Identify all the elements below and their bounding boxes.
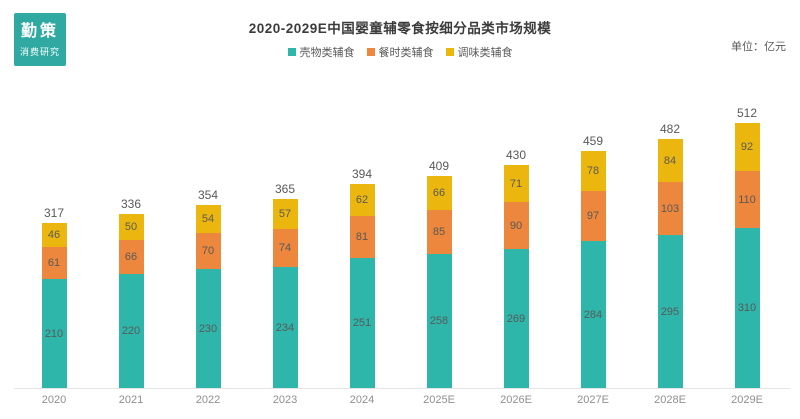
- segment-2028E-series2: 84: [657, 139, 683, 182]
- segment-2024-series2: 62: [349, 184, 375, 216]
- segment-2021-series1: 66: [118, 240, 144, 274]
- bar-2023: 365 57 74 234: [272, 182, 298, 388]
- total-label-2020: 317: [43, 206, 65, 220]
- segment-2026E-series2: 71: [503, 165, 529, 202]
- bar-2020: 317 46 61 210: [41, 206, 67, 388]
- x-axis-label-2024: 2024: [349, 394, 375, 406]
- segment-2023-series1: 74: [272, 229, 298, 267]
- segment-2025E-series0: 258: [426, 254, 452, 388]
- total-label-2023: 365: [274, 182, 296, 196]
- segment-2024-series0: 251: [349, 258, 375, 388]
- legend-swatch-icon: [287, 48, 296, 56]
- segment-2020-series1: 61: [41, 247, 67, 279]
- legend-item-1: 餐时类辅食: [366, 44, 434, 60]
- segment-2026E-series1: 90: [503, 202, 529, 249]
- segment-2025E-series1: 85: [426, 210, 452, 254]
- segment-2027E-series1: 97: [580, 191, 606, 241]
- bar-2021: 336 50 66 220: [118, 197, 144, 388]
- x-axis-label-2022: 2022: [195, 394, 221, 406]
- segment-2022-series0: 230: [195, 269, 221, 388]
- segment-2021-series2: 50: [118, 214, 144, 240]
- segment-2028E-series1: 103: [657, 182, 683, 235]
- segment-2024-series1: 81: [349, 216, 375, 258]
- total-label-2024: 394: [351, 167, 373, 181]
- bar-2027E: 459 78 97 284: [580, 134, 606, 388]
- segment-2022-series2: 54: [195, 205, 221, 233]
- x-axis-label-2021: 2021: [118, 394, 144, 406]
- bar-2028E: 482 84 103 295: [657, 122, 683, 388]
- x-axis-label-2020: 2020: [41, 394, 67, 406]
- x-axis-label-2029E: 2029E: [731, 394, 763, 406]
- x-axis-line: [14, 388, 790, 389]
- x-axis-label-2026E: 2026E: [500, 394, 532, 406]
- total-label-2021: 336: [120, 197, 142, 211]
- bar-2022: 354 54 70 230: [195, 188, 221, 388]
- legend-item-0: 壳物类辅食: [287, 44, 355, 60]
- total-label-2025E: 409: [428, 159, 450, 173]
- x-axis-label-2025E: 2025E: [423, 394, 455, 406]
- total-label-2029E: 512: [736, 106, 758, 120]
- segment-2025E-series2: 66: [426, 176, 452, 210]
- x-axis-label-2027E: 2027E: [577, 394, 609, 406]
- total-label-2026E: 430: [505, 148, 527, 162]
- segment-2023-series2: 57: [272, 199, 298, 229]
- segment-2022-series1: 70: [195, 233, 221, 269]
- legend-label: 调味类辅食: [457, 47, 513, 59]
- segment-2029E-series2: 92: [734, 123, 760, 171]
- total-label-2027E: 459: [582, 134, 604, 148]
- legend-swatch-icon: [366, 48, 375, 56]
- segment-2023-series0: 234: [272, 267, 298, 388]
- segment-2027E-series2: 78: [580, 151, 606, 191]
- segment-2026E-series0: 269: [503, 249, 529, 388]
- segment-2027E-series0: 284: [580, 241, 606, 388]
- segment-2020-series0: 210: [41, 279, 67, 388]
- chart-title: 2020-2029E中国婴童辅零食按细分品类市场规模: [248, 21, 552, 36]
- segment-2020-series2: 46: [41, 223, 67, 247]
- bar-2024: 394 62 81 251: [349, 167, 375, 388]
- segment-2028E-series0: 295: [657, 235, 683, 388]
- segment-2021-series0: 220: [118, 274, 144, 388]
- segment-2029E-series0: 310: [734, 228, 760, 388]
- total-label-2022: 354: [197, 188, 219, 202]
- total-label-2028E: 482: [659, 122, 681, 136]
- bar-2029E: 512 92 110 310: [734, 106, 760, 388]
- unit-label: 单位：亿元: [731, 41, 786, 53]
- bar-2025E: 409 66 85 258: [426, 159, 452, 388]
- bar-2026E: 430 71 90 269: [503, 148, 529, 388]
- logo-name: 勤策: [20, 22, 59, 40]
- legend: 壳物类辅食 餐时类辅食 调味类辅食: [0, 44, 800, 60]
- qince-logo: 勤策 消费研究: [14, 13, 66, 66]
- x-axis-label-2023: 2023: [272, 394, 298, 406]
- legend-item-2: 调味类辅食: [445, 44, 513, 60]
- legend-label: 壳物类辅食: [299, 47, 355, 59]
- segment-2029E-series1: 110: [734, 171, 760, 228]
- legend-label: 餐时类辅食: [378, 47, 434, 59]
- legend-swatch-icon: [445, 48, 454, 56]
- logo-subtitle: 消费研究: [19, 46, 60, 57]
- x-axis-label-2028E: 2028E: [654, 394, 686, 406]
